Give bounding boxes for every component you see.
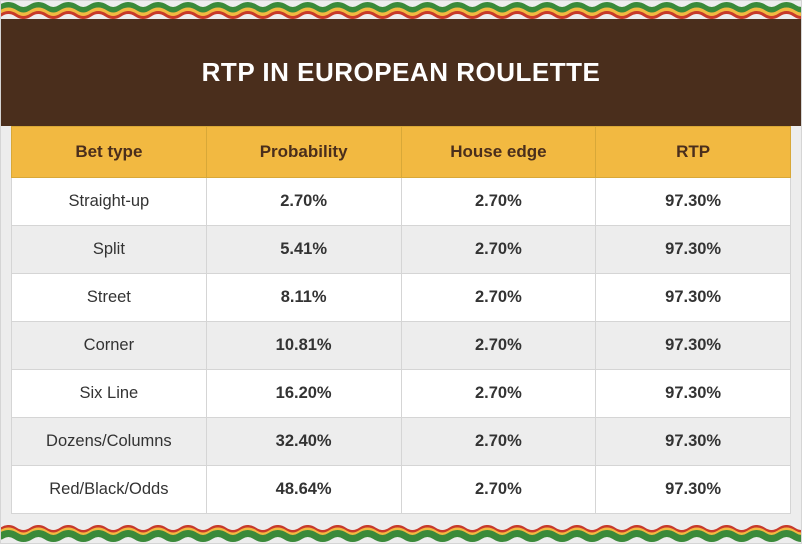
cell-bet-type: Dozens/Columns	[12, 418, 207, 466]
cell-rtp: 97.30%	[596, 322, 791, 370]
cell-house-edge: 2.70%	[401, 226, 596, 274]
cell-bet-type: Corner	[12, 322, 207, 370]
table-card: RTP IN EUROPEAN ROULETTE Bet type Probab…	[0, 0, 802, 544]
cell-rtp: 97.30%	[596, 370, 791, 418]
table-row: Split 5.41% 2.70% 97.30%	[12, 226, 791, 274]
wave-svg-top	[1, 1, 801, 19]
table-row: Six Line 16.20% 2.70% 97.30%	[12, 370, 791, 418]
cell-probability: 2.70%	[206, 178, 401, 226]
cell-probability: 32.40%	[206, 418, 401, 466]
wave-svg-bottom	[1, 525, 801, 543]
cell-house-edge: 2.70%	[401, 418, 596, 466]
cell-probability: 5.41%	[206, 226, 401, 274]
col-house-edge: House edge	[401, 127, 596, 178]
table-row: Straight-up 2.70% 2.70% 97.30%	[12, 178, 791, 226]
table-row: Street 8.11% 2.70% 97.30%	[12, 274, 791, 322]
table-row: Dozens/Columns 32.40% 2.70% 97.30%	[12, 418, 791, 466]
cell-probability: 10.81%	[206, 322, 401, 370]
cell-bet-type: Split	[12, 226, 207, 274]
cell-bet-type: Six Line	[12, 370, 207, 418]
table-body: Straight-up 2.70% 2.70% 97.30% Split 5.4…	[12, 178, 791, 514]
cell-rtp: 97.30%	[596, 274, 791, 322]
col-bet-type: Bet type	[12, 127, 207, 178]
cell-rtp: 97.30%	[596, 226, 791, 274]
cell-probability: 16.20%	[206, 370, 401, 418]
cell-house-edge: 2.70%	[401, 370, 596, 418]
cell-rtp: 97.30%	[596, 418, 791, 466]
table-head: Bet type Probability House edge RTP	[12, 127, 791, 178]
col-rtp: RTP	[596, 127, 791, 178]
cell-house-edge: 2.70%	[401, 178, 596, 226]
cell-bet-type: Red/Black/Odds	[12, 466, 207, 514]
cell-rtp: 97.30%	[596, 466, 791, 514]
cell-house-edge: 2.70%	[401, 274, 596, 322]
cell-probability: 8.11%	[206, 274, 401, 322]
cell-house-edge: 2.70%	[401, 322, 596, 370]
table-row: Red/Black/Odds 48.64% 2.70% 97.30%	[12, 466, 791, 514]
cell-bet-type: Street	[12, 274, 207, 322]
decorative-wave-bottom	[1, 525, 801, 543]
cell-house-edge: 2.70%	[401, 466, 596, 514]
decorative-wave-top	[1, 1, 801, 19]
rtp-table: Bet type Probability House edge RTP Stra…	[11, 126, 791, 514]
table-header-row: Bet type Probability House edge RTP	[12, 127, 791, 178]
col-probability: Probability	[206, 127, 401, 178]
table-row: Corner 10.81% 2.70% 97.30%	[12, 322, 791, 370]
page-title: RTP IN EUROPEAN ROULETTE	[202, 57, 601, 88]
header-bar: RTP IN EUROPEAN ROULETTE	[1, 19, 801, 126]
table-container: Bet type Probability House edge RTP Stra…	[11, 126, 791, 525]
cell-bet-type: Straight-up	[12, 178, 207, 226]
cell-probability: 48.64%	[206, 466, 401, 514]
cell-rtp: 97.30%	[596, 178, 791, 226]
